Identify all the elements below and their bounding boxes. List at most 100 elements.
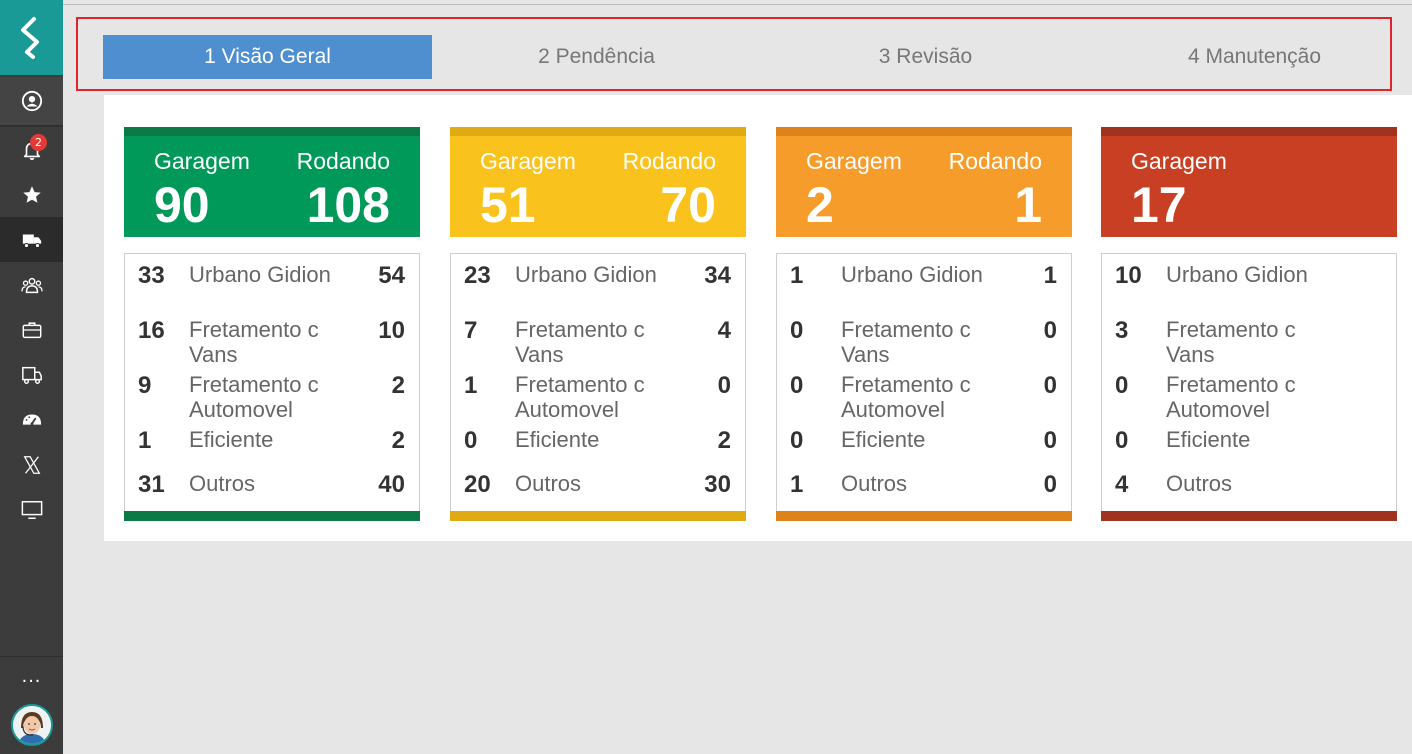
sidebar-item-notifications[interactable]: 2 bbox=[0, 127, 63, 172]
category-label: Eficiente bbox=[841, 427, 926, 452]
garagem-count: 1 bbox=[138, 427, 152, 454]
category-label: Fretamento c Automovel bbox=[841, 372, 971, 422]
rodando-value: 1 bbox=[1014, 177, 1042, 233]
sidebar: 2 bbox=[0, 0, 63, 754]
category-label: Outros bbox=[189, 471, 256, 496]
sidebar-item-bus[interactable] bbox=[0, 352, 63, 397]
category-label: Eficiente bbox=[1166, 427, 1251, 452]
rodando-label: Rodando bbox=[622, 148, 716, 174]
garagem-count: 16 bbox=[138, 317, 165, 344]
category-label: Fretamento c Automovel bbox=[515, 372, 645, 422]
category-label: Urbano Gidion bbox=[189, 262, 331, 287]
garagem-count: 10 bbox=[1115, 262, 1142, 289]
garagem-count: 3 bbox=[1115, 317, 1129, 344]
rodando-value: 108 bbox=[306, 177, 390, 233]
category-label: Outros bbox=[841, 471, 908, 496]
top-divider bbox=[63, 4, 1412, 5]
category-label: Outros bbox=[515, 471, 582, 496]
monitor-icon bbox=[21, 500, 42, 519]
sidebar-item-dashboard[interactable] bbox=[0, 397, 63, 442]
status-card-orange[interactable]: Garagem Rodando 2 1 1 Urbano Gidion 1 0 … bbox=[776, 127, 1072, 521]
card-body: 1 Urbano Gidion 1 0 Fretamento c Vans 0 … bbox=[776, 253, 1072, 511]
garagem-count: 0 bbox=[790, 427, 804, 454]
rodando-count: 0 bbox=[1043, 427, 1057, 454]
rodando-count: 0 bbox=[1043, 471, 1057, 498]
sidebar-item-x[interactable] bbox=[0, 442, 63, 487]
category-label: Urbano Gidion bbox=[515, 262, 657, 287]
category-label: Outros bbox=[1166, 471, 1233, 496]
category-label: Fretamento c Automovel bbox=[1166, 372, 1296, 422]
garagem-count: 9 bbox=[138, 372, 152, 399]
briefcase-icon bbox=[22, 321, 41, 338]
garagem-label: Garagem bbox=[480, 148, 576, 174]
garagem-count: 23 bbox=[464, 262, 491, 289]
app-logo[interactable] bbox=[0, 0, 63, 75]
card-body: 33 Urbano Gidion 54 16 Fretamento c Vans… bbox=[124, 253, 420, 511]
sidebar-item-briefcase[interactable] bbox=[0, 307, 63, 352]
card-footer-bar bbox=[124, 511, 420, 521]
rodando-count: 10 bbox=[378, 317, 405, 344]
card-body: 23 Urbano Gidion 34 7 Fretamento c Vans … bbox=[450, 253, 746, 511]
garagem-value: 17 bbox=[1131, 177, 1187, 233]
garagem-count: 0 bbox=[1115, 427, 1129, 454]
notification-badge: 2 bbox=[30, 134, 47, 151]
category-label: Fretamento c Vans bbox=[515, 317, 645, 367]
card-footer-bar bbox=[776, 511, 1072, 521]
user-avatar[interactable] bbox=[0, 696, 63, 754]
tab-revisao[interactable]: 3 Revisão bbox=[878, 45, 973, 68]
sidebar-item-people[interactable] bbox=[0, 262, 63, 307]
status-card-yellow[interactable]: Garagem Rodando 51 70 23 Urbano Gidion 3… bbox=[450, 127, 746, 521]
category-label: Urbano Gidion bbox=[1166, 262, 1308, 287]
rodando-count: 2 bbox=[717, 427, 731, 454]
rodando-count: 1 bbox=[1043, 262, 1057, 289]
tabs-highlight-frame bbox=[76, 17, 1392, 91]
more-button[interactable]: ... bbox=[0, 656, 63, 696]
status-card-green[interactable]: Garagem Rodando 90 108 33 Urbano Gidion … bbox=[124, 127, 420, 521]
card-header: Garagem Rodando 51 70 bbox=[450, 127, 746, 237]
x-icon bbox=[23, 455, 40, 474]
card-header: Garagem 17 bbox=[1101, 127, 1397, 237]
garagem-label: Garagem bbox=[806, 148, 902, 174]
category-label: Fretamento c Vans bbox=[841, 317, 971, 367]
gauge-icon bbox=[22, 414, 41, 425]
garagem-count: 33 bbox=[138, 262, 165, 289]
rodando-count: 30 bbox=[704, 471, 731, 498]
rodando-count: 0 bbox=[1043, 372, 1057, 399]
garagem-count: 0 bbox=[790, 317, 804, 344]
garagem-count: 7 bbox=[464, 317, 478, 344]
sidebar-item-monitor[interactable] bbox=[0, 487, 63, 532]
tab-manutencao[interactable]: 4 Manutenção bbox=[1187, 45, 1322, 68]
rodando-count: 0 bbox=[717, 372, 731, 399]
garagem-count: 4 bbox=[1115, 471, 1129, 498]
garagem-label: Garagem bbox=[1131, 148, 1227, 174]
garagem-value: 51 bbox=[480, 177, 536, 233]
garagem-value: 2 bbox=[806, 177, 834, 233]
category-label: Eficiente bbox=[515, 427, 600, 452]
garagem-label: Garagem bbox=[154, 148, 250, 174]
sidebar-item-profile[interactable] bbox=[0, 77, 63, 127]
star-icon bbox=[22, 185, 41, 203]
category-label: Eficiente bbox=[189, 427, 274, 452]
rodando-count: 0 bbox=[1043, 317, 1057, 344]
garagem-count: 0 bbox=[464, 427, 478, 454]
rodando-count: 34 bbox=[704, 262, 731, 289]
tab-visao-geral[interactable]: 1 Visão Geral bbox=[103, 35, 432, 79]
card-body: 10 Urbano Gidion 3 Fretamento c Vans 0 F… bbox=[1101, 253, 1397, 511]
garagem-count: 0 bbox=[1115, 372, 1129, 399]
status-card-red[interactable]: Garagem 17 10 Urbano Gidion 3 Fretamento… bbox=[1101, 127, 1397, 521]
card-header: Garagem Rodando 2 1 bbox=[776, 127, 1072, 237]
garagem-count: 1 bbox=[464, 372, 478, 399]
card-header: Garagem Rodando 90 108 bbox=[124, 127, 420, 237]
rodando-count: 54 bbox=[378, 262, 405, 289]
truck-icon bbox=[22, 234, 41, 248]
garagem-count: 1 bbox=[790, 471, 804, 498]
sidebar-item-favorites[interactable] bbox=[0, 172, 63, 217]
user-icon bbox=[21, 90, 42, 112]
rodando-count: 2 bbox=[391, 372, 405, 399]
category-label: Urbano Gidion bbox=[841, 262, 983, 287]
bus-icon bbox=[21, 366, 42, 384]
people-icon bbox=[20, 277, 43, 293]
tab-pendencia[interactable]: 2 Pendência bbox=[538, 45, 655, 68]
category-label: Fretamento c Vans bbox=[189, 317, 319, 367]
sidebar-item-fleet[interactable] bbox=[0, 217, 63, 262]
